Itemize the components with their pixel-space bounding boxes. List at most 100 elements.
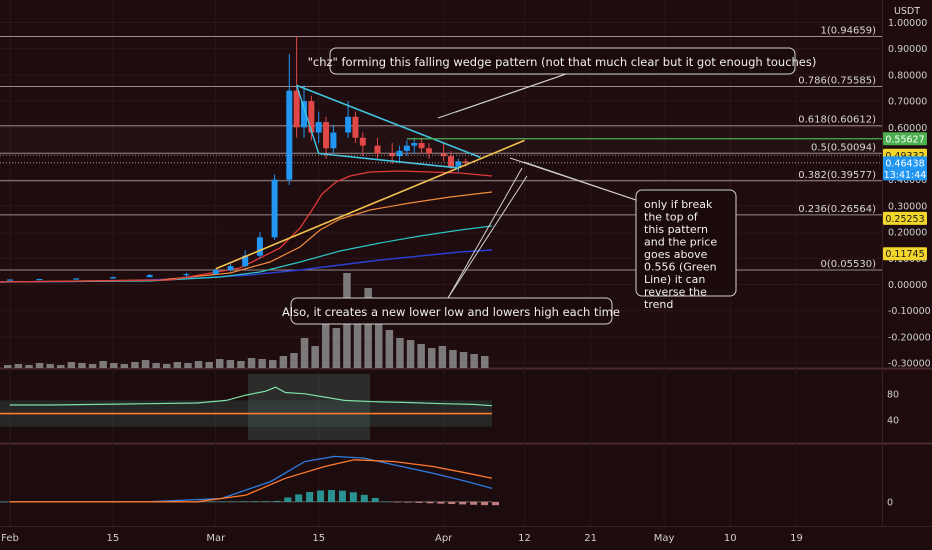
candle-body <box>308 101 315 133</box>
price-tag-label: 0.49332 <box>885 151 924 162</box>
macd-line <box>9 455 493 503</box>
wedge-lower-line[interactable] <box>318 152 459 169</box>
annotation-box <box>290 297 613 325</box>
candle-body <box>146 275 153 278</box>
candle-countdown: 13:41:44 <box>884 170 927 181</box>
time-axis-tick-label: May <box>654 533 675 544</box>
volume-bar <box>35 363 44 368</box>
overbought-highlight <box>248 374 370 440</box>
price-tag-label: 0.11745 <box>885 249 924 260</box>
volume-bar <box>46 364 54 368</box>
price-axis-tick-label: 0.90000 <box>888 44 927 55</box>
volume-bar <box>364 288 372 368</box>
macd-histogram-bar <box>404 501 412 503</box>
wedge-upper-line[interactable] <box>296 84 481 159</box>
macd-axis-tick-label: 0 <box>887 497 893 508</box>
candlesticks <box>7 36 469 281</box>
volume-bar <box>438 346 447 368</box>
macd-histogram-bar <box>229 501 237 503</box>
fib-level-label: 0.382(0.39577) <box>798 170 876 181</box>
volume-bar <box>131 362 139 368</box>
volume-bar <box>311 346 319 368</box>
macd-histogram-bar <box>295 494 303 502</box>
callout-pointer <box>447 167 523 299</box>
time-axis-tick-label: 19 <box>790 533 803 544</box>
candle-body <box>242 255 249 267</box>
fib-zone <box>0 126 882 154</box>
fib-level-label: 0(0.05530) <box>820 259 876 270</box>
volume-bar <box>332 328 341 368</box>
oscillator-panel <box>0 370 882 442</box>
volume-bar <box>57 365 65 368</box>
volume-bar <box>459 352 468 368</box>
volume-bar <box>184 363 192 368</box>
annotation-reversal[interactable]: only if break the top of this pattern and t… <box>635 189 737 311</box>
callout-pointer <box>447 175 528 299</box>
oscillator-axis-tick-label: 80 <box>887 389 899 400</box>
annotation-text: only if break the top of this pattern and t… <box>644 198 717 311</box>
price-axis-tick-label: 1.00000 <box>888 18 927 29</box>
macd-histogram-bar <box>251 501 259 502</box>
volume-bar <box>237 361 245 368</box>
currency-badge[interactable] <box>889 3 925 17</box>
candle-body <box>301 101 307 128</box>
macd-histogram-bar <box>317 490 325 502</box>
currency-label: USDT <box>894 6 920 17</box>
time-axis-tick-label: Apr <box>435 533 453 544</box>
price-tag <box>883 156 927 181</box>
price-tag-label: 0.46438 <box>885 158 924 169</box>
annotation-wedge[interactable]: "chz" forming this falling wedge pattern… <box>308 47 817 75</box>
candle-body <box>227 266 234 271</box>
fib-level-label: 1(0.94659) <box>820 25 876 36</box>
price-axis-tick-label: 0.40000 <box>888 175 927 186</box>
fib-level-label: 0.236(0.26564) <box>798 204 876 215</box>
macd-histogram-bar <box>459 501 467 505</box>
volume-bar <box>258 359 266 368</box>
candle-body <box>109 277 116 279</box>
candle-body <box>212 270 219 275</box>
time-axis-tick-label: 15 <box>312 533 325 544</box>
volume-bar <box>375 323 383 368</box>
candle-body <box>345 116 352 133</box>
callout-pointer <box>523 161 637 201</box>
macd-histogram-bar <box>328 490 335 502</box>
macd-histogram-bar <box>492 501 499 506</box>
annotation-text: Also, it creates a new lower low and low… <box>282 305 620 319</box>
oscillator-line <box>9 386 493 407</box>
time-axis-tick-label: 10 <box>724 533 737 544</box>
macd-histogram-bar <box>0 501 7 503</box>
macd-histogram-bar <box>437 501 445 504</box>
macd-histogram-bar <box>306 491 314 502</box>
candle-body <box>396 150 403 157</box>
volume-bar <box>322 320 330 368</box>
macd-panel <box>0 444 882 526</box>
candle-body <box>411 143 418 146</box>
volume-bar <box>173 362 182 368</box>
candle-body <box>455 161 462 167</box>
volume-bar <box>152 363 160 368</box>
drawings[interactable] <box>0 73 882 299</box>
price-axis-tick-label: 0.60000 <box>888 123 927 134</box>
volume-bar <box>290 353 298 368</box>
macd-histogram-bar <box>284 497 292 502</box>
annotation-lower-low[interactable]: Also, it creates a new lower low and low… <box>282 297 620 325</box>
oscillator-axis-tick-label: 40 <box>887 416 899 427</box>
wedge-left-edge[interactable] <box>295 85 320 154</box>
macd-histogram-bar <box>393 501 401 503</box>
volume-bar <box>216 359 224 368</box>
candle-body <box>462 161 469 163</box>
time-axis-tick-label: 12 <box>518 533 531 544</box>
trendline-support[interactable] <box>215 139 525 270</box>
price-axis-tick-label: 0.30000 <box>888 201 927 212</box>
volume-bar <box>163 364 171 368</box>
macd-histogram-bar <box>371 497 379 502</box>
volume-bar <box>449 350 457 368</box>
price-tag <box>883 132 927 146</box>
time-axis[interactable]: Feb 15 Mar 15 Apr 12 21 May 10 19 <box>1 533 803 544</box>
volume-bar <box>470 354 478 368</box>
volume-bar <box>300 338 309 368</box>
volume-bar <box>120 364 129 368</box>
price-axis-tick-label: 0.00000 <box>888 280 927 291</box>
volume-bar <box>25 365 33 368</box>
